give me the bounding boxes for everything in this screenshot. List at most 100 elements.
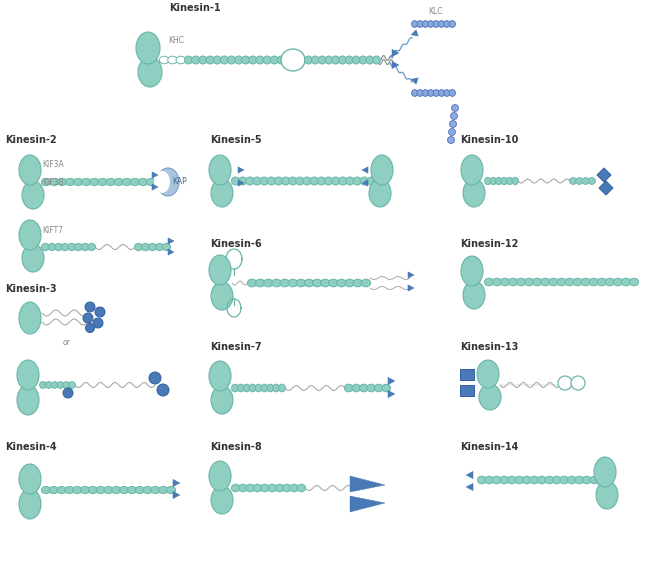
Ellipse shape: [17, 385, 39, 415]
Ellipse shape: [106, 179, 115, 186]
Ellipse shape: [290, 484, 298, 492]
Ellipse shape: [168, 56, 177, 64]
Ellipse shape: [248, 279, 257, 287]
Ellipse shape: [346, 177, 354, 185]
Ellipse shape: [367, 177, 376, 185]
Ellipse shape: [605, 278, 614, 286]
Text: Kinesin-14: Kinesin-14: [460, 442, 519, 452]
Ellipse shape: [573, 278, 582, 286]
Ellipse shape: [360, 177, 369, 185]
Ellipse shape: [81, 243, 89, 251]
Ellipse shape: [185, 56, 192, 64]
Ellipse shape: [372, 56, 380, 64]
Ellipse shape: [104, 487, 113, 494]
Ellipse shape: [246, 177, 254, 185]
Ellipse shape: [525, 278, 534, 286]
Ellipse shape: [143, 487, 152, 494]
Ellipse shape: [73, 487, 82, 494]
Ellipse shape: [88, 243, 96, 251]
Text: Kinesin-12: Kinesin-12: [460, 239, 519, 249]
Ellipse shape: [589, 278, 599, 286]
Ellipse shape: [42, 487, 51, 494]
Ellipse shape: [582, 476, 591, 484]
Circle shape: [95, 307, 105, 317]
Ellipse shape: [211, 179, 233, 207]
Ellipse shape: [444, 21, 450, 27]
Text: Kinesin-6: Kinesin-6: [210, 239, 261, 249]
Ellipse shape: [68, 243, 75, 251]
Ellipse shape: [304, 279, 314, 287]
Ellipse shape: [96, 487, 105, 494]
Ellipse shape: [581, 278, 590, 286]
Polygon shape: [392, 49, 399, 56]
Ellipse shape: [19, 464, 41, 494]
Ellipse shape: [273, 384, 280, 392]
Text: Kinesin-10: Kinesin-10: [460, 135, 519, 145]
Ellipse shape: [51, 382, 58, 388]
Polygon shape: [173, 480, 180, 487]
Ellipse shape: [249, 56, 257, 64]
Ellipse shape: [82, 179, 91, 186]
Ellipse shape: [55, 243, 62, 251]
Ellipse shape: [254, 484, 262, 492]
Ellipse shape: [19, 302, 41, 334]
Ellipse shape: [270, 56, 278, 64]
Ellipse shape: [275, 484, 283, 492]
Ellipse shape: [19, 220, 41, 250]
Ellipse shape: [512, 178, 519, 184]
Polygon shape: [173, 491, 180, 499]
Ellipse shape: [500, 476, 508, 484]
Ellipse shape: [500, 278, 510, 286]
Ellipse shape: [367, 384, 376, 392]
Text: Kinesin-7: Kinesin-7: [210, 342, 261, 352]
Ellipse shape: [310, 177, 318, 185]
Ellipse shape: [58, 179, 67, 186]
Ellipse shape: [192, 56, 200, 64]
Polygon shape: [597, 168, 611, 182]
Ellipse shape: [42, 243, 49, 251]
Ellipse shape: [209, 461, 231, 491]
Ellipse shape: [318, 56, 326, 64]
Ellipse shape: [417, 90, 423, 97]
Ellipse shape: [239, 484, 247, 492]
Ellipse shape: [533, 278, 542, 286]
Ellipse shape: [594, 457, 616, 487]
Ellipse shape: [508, 278, 518, 286]
Ellipse shape: [42, 179, 51, 186]
Ellipse shape: [374, 384, 383, 392]
Ellipse shape: [339, 177, 347, 185]
Ellipse shape: [159, 487, 168, 494]
Ellipse shape: [320, 279, 330, 287]
Ellipse shape: [538, 476, 546, 484]
Circle shape: [86, 324, 94, 332]
Ellipse shape: [73, 179, 83, 186]
Ellipse shape: [523, 476, 531, 484]
Ellipse shape: [565, 278, 574, 286]
Ellipse shape: [227, 56, 235, 64]
Ellipse shape: [209, 255, 231, 285]
Ellipse shape: [146, 179, 155, 186]
Ellipse shape: [297, 484, 306, 492]
Ellipse shape: [279, 384, 285, 392]
Text: KIF3B: KIF3B: [42, 178, 64, 187]
Ellipse shape: [463, 179, 485, 207]
Ellipse shape: [57, 382, 64, 388]
Ellipse shape: [283, 484, 291, 492]
Ellipse shape: [261, 484, 269, 492]
Ellipse shape: [541, 278, 550, 286]
Ellipse shape: [66, 179, 75, 186]
Ellipse shape: [530, 476, 539, 484]
Ellipse shape: [560, 476, 569, 484]
Ellipse shape: [324, 177, 333, 185]
Ellipse shape: [274, 177, 283, 185]
Ellipse shape: [46, 382, 52, 388]
Ellipse shape: [479, 384, 501, 410]
Ellipse shape: [296, 279, 306, 287]
Ellipse shape: [19, 155, 41, 185]
Ellipse shape: [433, 21, 439, 27]
Polygon shape: [466, 484, 473, 491]
Ellipse shape: [461, 155, 483, 185]
Ellipse shape: [256, 56, 264, 64]
Circle shape: [93, 318, 103, 328]
Ellipse shape: [249, 384, 256, 392]
